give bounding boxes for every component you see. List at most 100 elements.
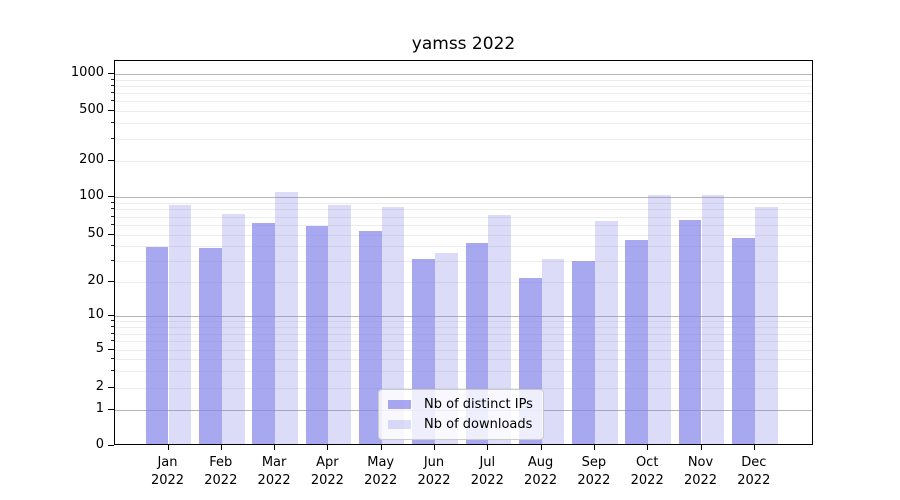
gridline-minor (115, 85, 812, 87)
x-tick-label: Mar 2022 (242, 454, 306, 490)
x-label-year: 2022 (737, 473, 771, 488)
x-tick (647, 445, 649, 450)
legend-item-distinct-ips: Nb of distinct IPs (388, 397, 533, 412)
x-tick (274, 445, 276, 450)
x-label-year: 2022 (630, 473, 664, 488)
gridline-minor (115, 93, 812, 94)
y-tick (108, 315, 114, 316)
y-tick (108, 160, 114, 161)
legend-swatch-distinct-ips (388, 400, 411, 409)
gridline-minor (115, 359, 812, 361)
y-minor-tick (111, 100, 114, 102)
gridline-minor (115, 341, 812, 343)
y-tick (108, 196, 114, 197)
x-tick (540, 445, 542, 450)
gridline-minor (115, 261, 812, 263)
gridline-minor (115, 123, 812, 125)
bar-distinct-ips-jan (145, 247, 169, 444)
x-label-year: 2022 (364, 473, 398, 488)
y-tick (108, 234, 114, 235)
x-tick-label: Dec 2022 (722, 454, 786, 490)
bar-downloads-dec (754, 206, 778, 444)
gridline-minor (115, 161, 812, 162)
gridline-major (115, 316, 812, 317)
y-minor-tick (111, 340, 114, 342)
x-tick-label: Aug 2022 (509, 454, 573, 490)
y-minor-tick (111, 332, 114, 334)
legend-swatch-downloads (388, 420, 411, 429)
bar-distinct-ips-may (358, 230, 382, 444)
x-label-month: Dec (741, 455, 767, 470)
x-tick (593, 445, 595, 450)
y-minor-tick (111, 84, 114, 86)
bar-distinct-ips-nov (678, 219, 702, 444)
y-minor-tick (111, 224, 114, 225)
y-minor-tick (111, 370, 114, 372)
x-label-year: 2022 (417, 473, 451, 488)
y-minor-tick (111, 358, 114, 360)
gridline-minor (115, 371, 812, 373)
x-label-month: Aug (527, 455, 554, 470)
bar-distinct-ips-apr (305, 225, 329, 444)
y-minor-tick (111, 320, 114, 322)
gridline-minor (115, 326, 812, 328)
x-tick-label: Jan 2022 (136, 454, 200, 490)
y-tick-label: 2 (95, 379, 104, 394)
y-minor-tick (111, 137, 114, 139)
gridline-minor (115, 282, 812, 283)
y-tick-label: 1 (95, 401, 104, 416)
x-label-month: Jul (479, 455, 496, 470)
bar-distinct-ips-mar (252, 223, 276, 444)
y-minor-tick (111, 208, 114, 210)
bar-downloads-nov (701, 195, 725, 444)
x-tick (434, 445, 435, 450)
bar-distinct-ips-sep (572, 260, 595, 444)
x-tick-label: Oct 2022 (615, 454, 679, 490)
x-label-year: 2022 (470, 473, 504, 488)
bar-distinct-ips-dec (732, 238, 755, 444)
y-minor-tick (111, 260, 114, 262)
y-tick (108, 73, 114, 74)
gridline-minor (115, 138, 812, 140)
y-tick-label: 200 (79, 152, 104, 167)
y-tick (108, 445, 114, 446)
x-tick (753, 445, 755, 450)
legend-label-downloads: Nb of downloads (424, 417, 533, 432)
gridline-minor (115, 388, 812, 389)
x-label-year: 2022 (310, 473, 344, 488)
y-minor-tick (111, 78, 114, 80)
bar-downloads-mar (275, 191, 298, 444)
gridline-minor (115, 246, 812, 248)
x-label-year: 2022 (577, 473, 611, 488)
y-tick (108, 110, 114, 111)
x-label-year: 2022 (524, 473, 558, 488)
bar-downloads-sep (594, 221, 618, 444)
chart-title: yamss 2022 (411, 34, 516, 54)
y-minor-tick (111, 92, 114, 93)
gridline-minor (115, 333, 812, 335)
y-tick-label: 20 (87, 273, 104, 288)
gridline-minor (115, 79, 812, 81)
x-tick-label: Feb 2022 (189, 454, 253, 490)
y-tick-label: 500 (79, 102, 104, 117)
y-tick (108, 349, 114, 350)
legend-label-distinct-ips: Nb of distinct IPs (424, 397, 533, 412)
x-label-month: Jan (157, 455, 178, 470)
y-minor-tick (111, 325, 114, 327)
x-tick (167, 445, 169, 450)
x-tick-label: Jul 2022 (455, 454, 519, 490)
y-minor-tick (111, 215, 114, 217)
x-label-month: May (367, 455, 395, 470)
x-tick (700, 445, 702, 450)
x-label-year: 2022 (150, 473, 185, 488)
x-label-year: 2022 (683, 473, 718, 488)
x-label-month: Oct (635, 455, 659, 470)
gridline-minor (115, 101, 812, 103)
bar-downloads-oct (648, 195, 671, 444)
bar-downloads-apr (328, 205, 352, 444)
gridline-minor (115, 111, 812, 112)
gridline-minor (115, 209, 812, 211)
x-label-month: Mar (261, 455, 287, 470)
gridline-major (115, 74, 812, 75)
